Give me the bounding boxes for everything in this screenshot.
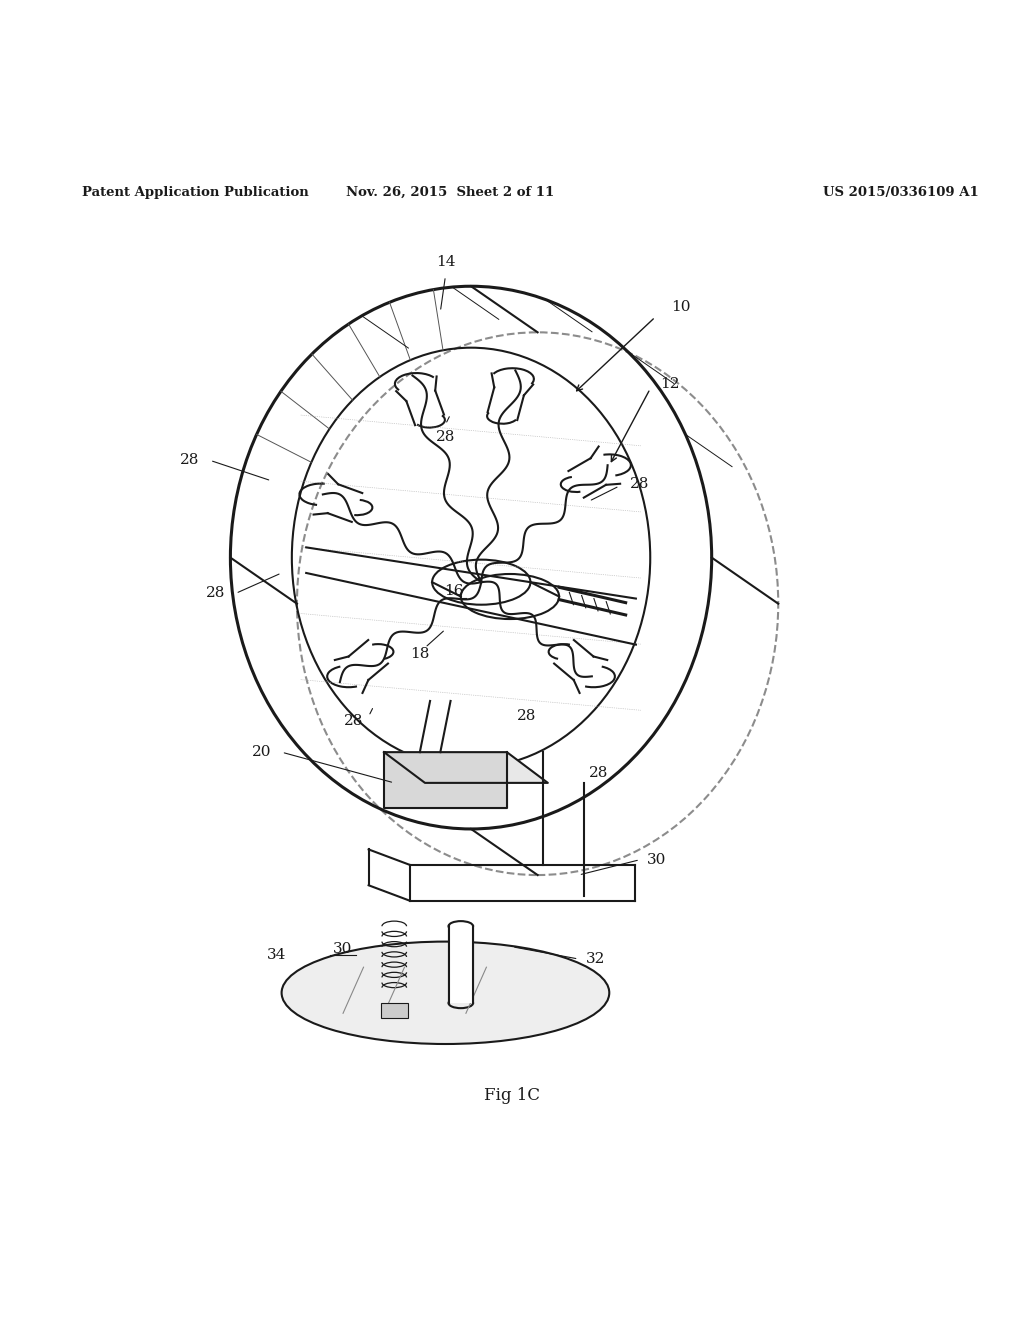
Text: 10: 10 <box>671 300 690 314</box>
Text: Fig 1C: Fig 1C <box>484 1086 540 1104</box>
Text: 28: 28 <box>436 429 455 444</box>
Text: 28: 28 <box>630 477 649 491</box>
Text: Patent Application Publication: Patent Application Publication <box>82 186 308 198</box>
Text: 34: 34 <box>267 948 287 962</box>
Ellipse shape <box>282 941 609 1044</box>
Text: 28: 28 <box>180 453 200 467</box>
Text: 20: 20 <box>252 746 271 759</box>
Text: 14: 14 <box>435 255 456 269</box>
Polygon shape <box>384 752 507 808</box>
Text: 30: 30 <box>334 941 352 956</box>
Bar <box>381 1003 408 1019</box>
Text: 12: 12 <box>660 376 680 391</box>
Text: Nov. 26, 2015  Sheet 2 of 11: Nov. 26, 2015 Sheet 2 of 11 <box>346 186 555 198</box>
Text: 32: 32 <box>586 952 605 966</box>
Text: 30: 30 <box>647 853 667 867</box>
Text: 16: 16 <box>443 585 464 598</box>
Text: 28: 28 <box>344 714 364 729</box>
Polygon shape <box>384 752 548 783</box>
Bar <box>449 927 473 1003</box>
Text: 28: 28 <box>589 766 608 780</box>
Text: 18: 18 <box>411 647 429 661</box>
Text: US 2015/0336109 A1: US 2015/0336109 A1 <box>823 186 979 198</box>
Text: 28: 28 <box>206 586 225 601</box>
Text: 28: 28 <box>517 709 537 723</box>
